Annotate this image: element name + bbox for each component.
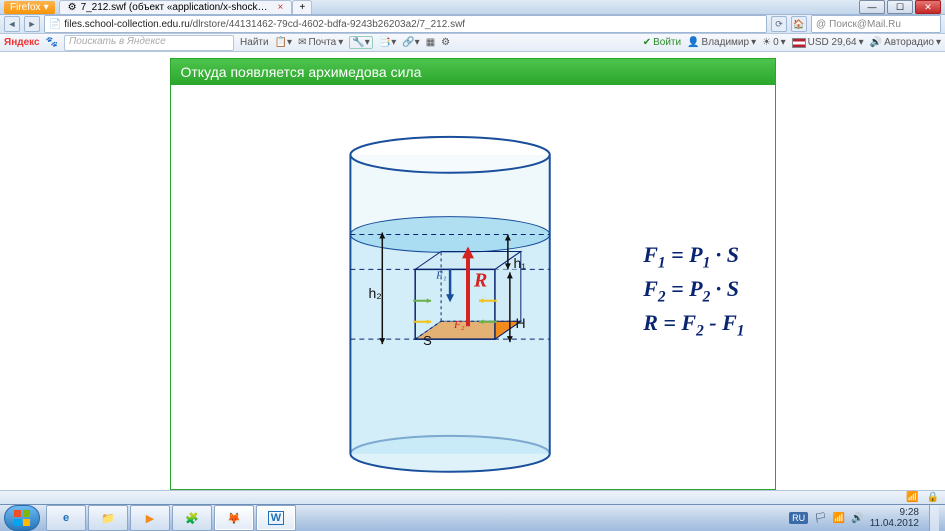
yandex-search-input[interactable]: Поискать в Яндексе <box>64 35 234 51</box>
system-tray: RU 🏳 📶 🔊 9:28 11.04.2012 <box>789 505 941 531</box>
window-maximize-button[interactable]: ☐ <box>887 0 913 14</box>
site-icon: 📄 <box>49 19 61 30</box>
taskbar-app-button[interactable]: 🧩 <box>172 505 212 531</box>
search-input[interactable]: @ Поиск@Mail.Ru <box>811 15 941 33</box>
tab-title: 7_212.swf (объект «application/x-shock… <box>81 2 268 13</box>
taskbar-explorer-button[interactable]: 📁 <box>88 505 128 531</box>
yandex-mascot-icon: 🐾 <box>46 37 58 48</box>
nav-back-button[interactable]: ◄ <box>4 16 20 32</box>
yandex-more-button[interactable]: ▦ <box>426 37 435 48</box>
window-close-button[interactable]: ✕ <box>915 0 941 14</box>
taskbar-firefox-button[interactable]: 🦊 <box>214 505 254 531</box>
label-H: H <box>516 315 526 331</box>
yandex-usd-button[interactable]: USD 29,64 ▾ <box>792 37 864 48</box>
url-input[interactable]: 📄 files.school-collection.edu.ru /dlrsto… <box>44 15 767 33</box>
yandex-share-button[interactable]: 🔗▾ <box>402 37 419 48</box>
yandex-logo[interactable]: Яндекс <box>4 37 40 48</box>
tray-volume-icon[interactable]: 🔊 <box>851 513 863 524</box>
show-desktop-button[interactable] <box>929 505 939 531</box>
yandex-settings-button[interactable]: ⚙ <box>441 37 450 48</box>
media-icon: ▶ <box>146 512 154 525</box>
start-button[interactable] <box>4 505 40 531</box>
nav-forward-button[interactable]: ► <box>24 16 40 32</box>
mail-icon: @ <box>816 19 826 30</box>
ie-icon: e <box>63 512 69 524</box>
url-host: files.school-collection.edu.ru <box>64 19 190 30</box>
applet-body: R F₁ F₂ S F1 = P1 · SF2 = P2 · S R = F2 - F… <box>171 85 775 489</box>
window-minimize-button[interactable]: — <box>859 0 885 14</box>
taskbar-media-button[interactable]: ▶ <box>130 505 170 531</box>
taskbar-word-button[interactable]: W <box>256 505 296 531</box>
language-indicator[interactable]: RU <box>789 512 808 524</box>
svg-text:F₁: F₁ <box>435 270 447 282</box>
yandex-find-button[interactable]: Найти <box>240 37 269 48</box>
tab-close-button[interactable]: × <box>277 2 283 13</box>
firefox-menu-button[interactable]: Firefox ▾ <box>4 1 55 14</box>
yandex-bookmark-button[interactable]: 📑▾ <box>379 37 396 48</box>
status-icon: 📶 <box>906 492 918 503</box>
app-icon: 🧩 <box>185 512 199 525</box>
window-titlebar: Firefox ▾ ⚙ 7_212.swf (объект «applicati… <box>0 0 945 15</box>
tray-network-icon[interactable]: 📶 <box>833 513 845 524</box>
url-path: /dlrstore/44131462-79cd-4602-bdfa-9243b2… <box>190 19 465 30</box>
yandex-login-button[interactable]: ✔ Войти <box>643 37 681 48</box>
page-content: Откуда появляется архимедова сила R F₁ F₂ S… <box>0 52 945 490</box>
svg-text:S: S <box>423 333 432 348</box>
label-h2: h₂ <box>369 285 382 301</box>
system-clock[interactable]: 9:28 11.04.2012 <box>870 507 919 529</box>
clock-time: 9:28 <box>870 507 919 518</box>
search-placeholder: Поиск@Mail.Ru <box>829 19 901 30</box>
svg-text:R: R <box>472 270 486 292</box>
tray-flag-icon[interactable]: 🏳 <box>814 513 827 524</box>
chevron-down-icon: ▾ <box>44 2 49 13</box>
formula-block: F1 = P1 · SF2 = P2 · S R = F2 - F1 <box>643 240 744 342</box>
yandex-radio-button[interactable]: 🔊 Авторадио ▾ <box>870 37 941 48</box>
svg-text:F₂: F₂ <box>453 319 465 331</box>
yandex-translate-button[interactable]: 📋▾ <box>275 37 292 48</box>
yandex-mail-button[interactable]: ✉ Почта ▾ <box>298 37 343 48</box>
yandex-toolbar: Яндекс 🐾 Поискать в Яндексе Найти 📋▾ ✉ П… <box>0 34 945 52</box>
plus-icon: + <box>299 2 305 13</box>
usd-flag-icon <box>792 38 806 48</box>
yandex-widgets-button[interactable]: 🔧▾ <box>349 36 372 49</box>
firefox-icon: 🦊 <box>227 512 241 525</box>
windows-logo-icon <box>13 509 31 527</box>
yandex-weather-button[interactable]: ☀ 0 ▾ <box>762 37 786 48</box>
home-button[interactable]: 🏠 <box>791 16 807 32</box>
yandex-user-button[interactable]: 👤 Владимир ▾ <box>687 37 756 48</box>
yandex-search-placeholder: Поискать в Яндексе <box>69 36 166 47</box>
new-tab-button[interactable]: + <box>292 0 312 14</box>
clock-date: 11.04.2012 <box>870 518 919 529</box>
firefox-label: Firefox <box>10 2 41 13</box>
flash-icon: ⚙ <box>68 2 77 13</box>
browser-statusbar: 📶 🔒 <box>0 490 945 504</box>
word-icon: W <box>268 511 284 525</box>
status-icon: 🔒 <box>927 492 939 503</box>
address-toolbar: ◄ ► 📄 files.school-collection.edu.ru /dl… <box>0 15 945 34</box>
flash-applet: Откуда появляется архимедова сила R F₁ F₂ S… <box>170 58 776 490</box>
label-h1: h₁ <box>514 255 527 271</box>
browser-tab[interactable]: ⚙ 7_212.swf (объект «application/x-shock… <box>59 0 293 14</box>
taskbar-ie-button[interactable]: e <box>46 505 86 531</box>
windows-taskbar: e 📁 ▶ 🧩 🦊 W RU 🏳 📶 🔊 9:28 11.04.2012 <box>0 504 945 531</box>
applet-title: Откуда появляется архимедова сила <box>171 59 775 85</box>
folder-icon: 📁 <box>101 512 115 525</box>
reload-button[interactable]: ⟳ <box>771 16 787 32</box>
